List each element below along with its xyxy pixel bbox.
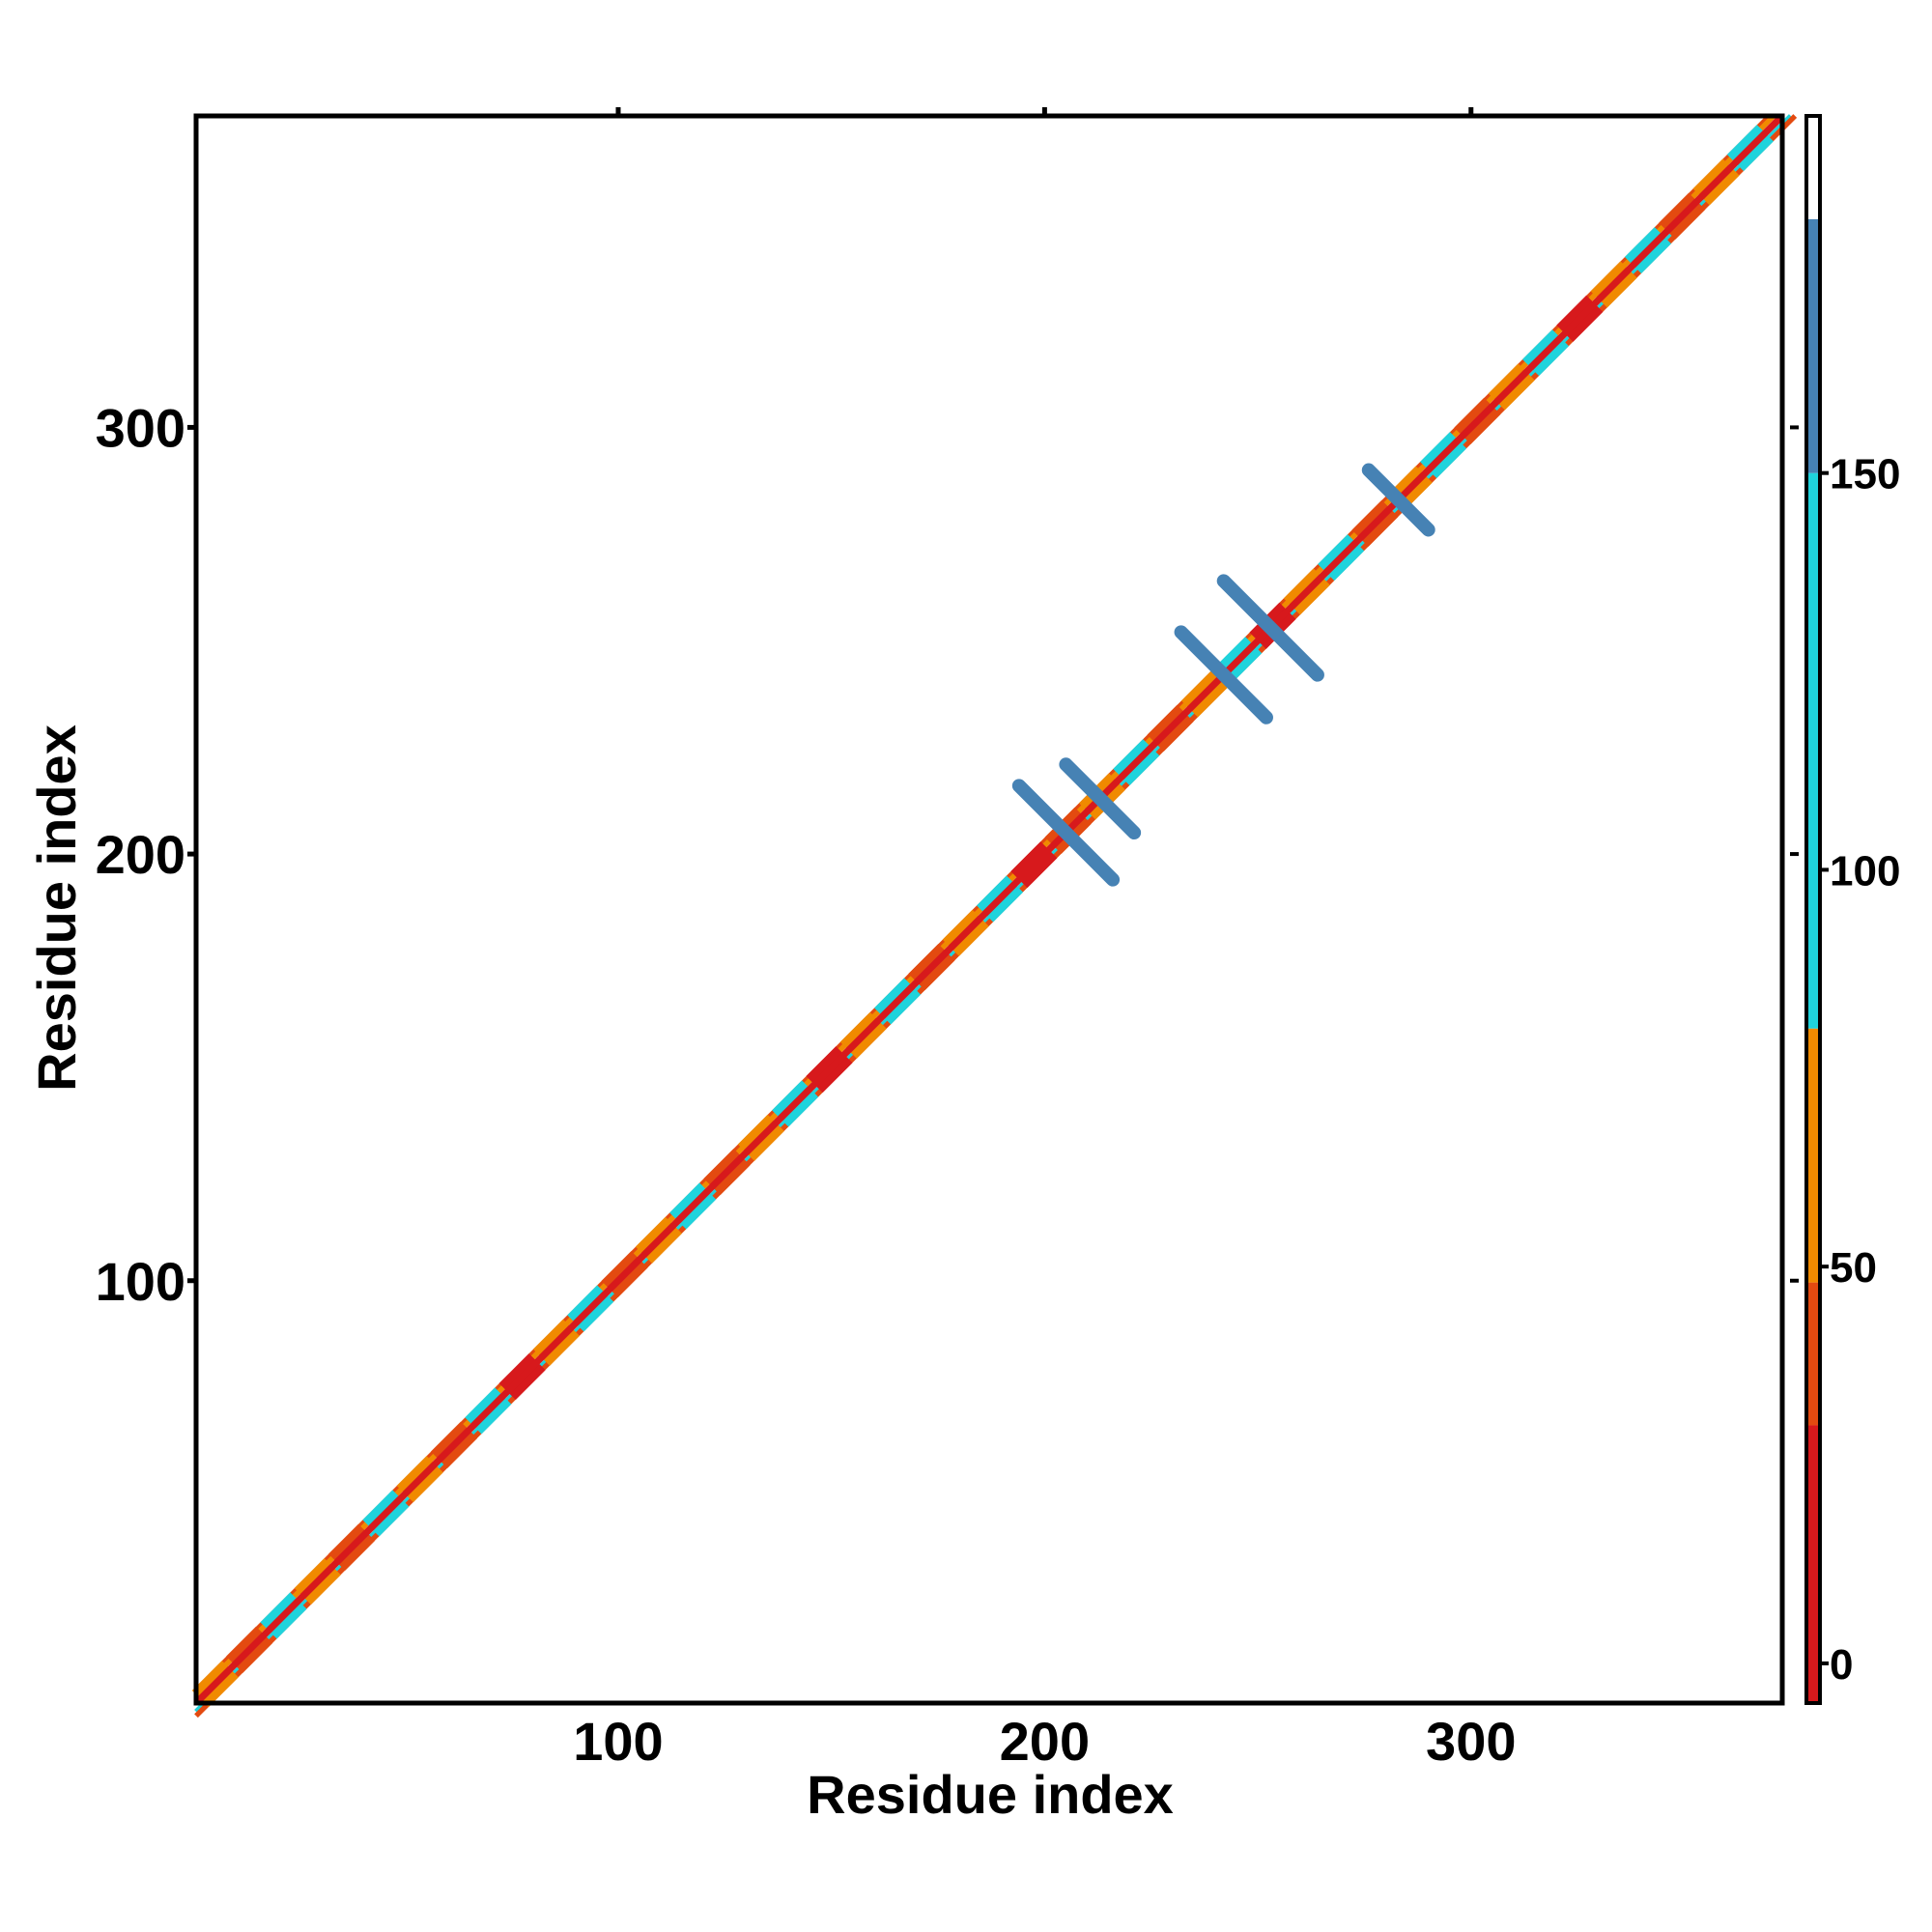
colorbar-tick-label: 0 <box>1830 1641 1853 1689</box>
colorbar-segment <box>1806 1282 1820 1426</box>
colorbar-frame <box>1804 114 1822 1705</box>
plot-area <box>191 113 1798 1719</box>
x-tick-label: 200 <box>1000 1711 1090 1772</box>
colorbar-tick-label: 150 <box>1830 451 1900 498</box>
y-tick-label: 100 <box>96 1251 185 1312</box>
colorbar-segment <box>1806 472 1820 1029</box>
diagonal-core <box>193 113 1785 1706</box>
axes: 100 200 300 100 200 300 <box>96 107 1785 1772</box>
colorbar-segment <box>1806 1425 1820 1703</box>
x-tick-label: 300 <box>1426 1711 1516 1772</box>
y-tick-label: 300 <box>96 397 185 458</box>
cross-contact <box>1174 625 1273 724</box>
plot-frame <box>193 113 1785 1706</box>
x-axis-title: Residue index <box>807 1764 1174 1825</box>
cross-contact <box>1059 757 1142 840</box>
colorbar-segment <box>1806 1028 1820 1283</box>
colorbar-segment <box>1806 116 1820 219</box>
cross-contact <box>1361 463 1435 537</box>
cross-contact <box>1011 779 1121 887</box>
y-tick-label: 200 <box>96 824 185 885</box>
colorbar-tick-label: 100 <box>1830 847 1900 895</box>
colorbar-tick-label: 50 <box>1830 1244 1877 1292</box>
colorbar-segment <box>1806 218 1820 473</box>
y-axis-title: Residue index <box>26 724 87 1092</box>
cross-contact <box>1216 574 1324 682</box>
colorbar: 0 50 100 150 <box>1790 114 1900 1705</box>
x-tick-label: 100 <box>573 1711 663 1772</box>
